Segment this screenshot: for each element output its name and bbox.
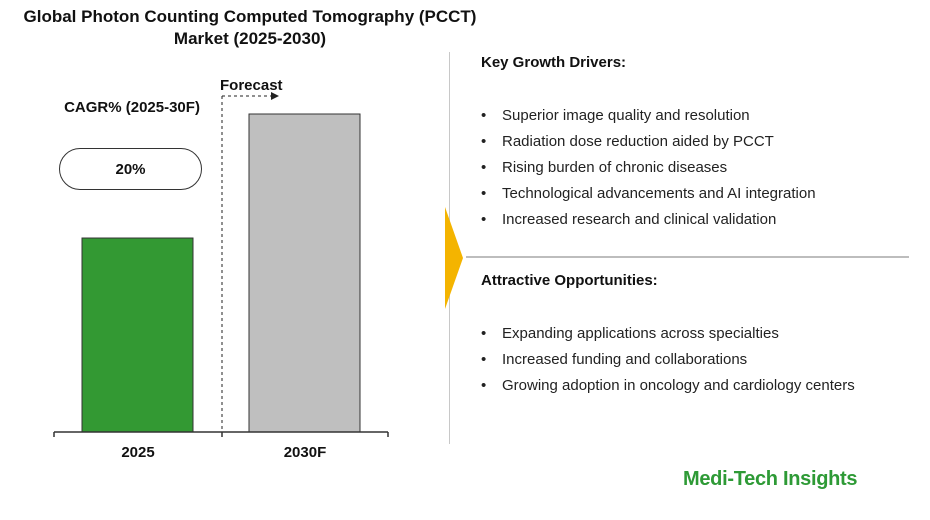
bar-chart: 2025 2030F — [53, 92, 389, 461]
cagr-label: CAGR% (2025-30F) — [64, 99, 200, 116]
list-item: Radiation dose reduction aided by PCCT — [481, 129, 816, 155]
forecast-arrow-head — [271, 92, 279, 100]
opportunities-section: Attractive Opportunities: Expanding appl… — [481, 271, 855, 399]
brand-logo: Medi-Tech Insights — [683, 468, 858, 490]
forecast-label: Forecast — [220, 77, 283, 94]
list-item: Increased funding and collaborations — [481, 347, 855, 373]
list-item: Growing adoption in oncology and cardiol… — [481, 373, 855, 399]
opportunities-heading: Attractive Opportunities: — [481, 272, 658, 289]
growth-drivers-heading: Key Growth Drivers: — [481, 54, 627, 71]
list-item: Expanding applications across specialtie… — [481, 321, 855, 347]
x-tick-label: 2030F — [284, 444, 327, 461]
growth-drivers-list: Superior image quality and resolution Ra… — [481, 103, 816, 233]
cagr-value-pill: 20% — [59, 148, 202, 190]
chart-title: Global Photon Counting Computed Tomograp… — [23, 7, 477, 48]
chevron-right-icon — [445, 207, 463, 309]
list-item: Increased research and clinical validati… — [481, 207, 816, 233]
bar-2030f — [248, 113, 361, 433]
growth-drivers-section: Key Growth Drivers: Superior image quali… — [481, 53, 816, 233]
bar-2025 — [81, 237, 194, 433]
list-item: Technological advancements and AI integr… — [481, 181, 816, 207]
list-item: Rising burden of chronic diseases — [481, 155, 816, 181]
x-tick-label: 2025 — [121, 444, 154, 461]
horizontal-divider — [466, 256, 909, 258]
list-item: Superior image quality and resolution — [481, 103, 816, 129]
opportunities-list: Expanding applications across specialtie… — [481, 321, 855, 399]
